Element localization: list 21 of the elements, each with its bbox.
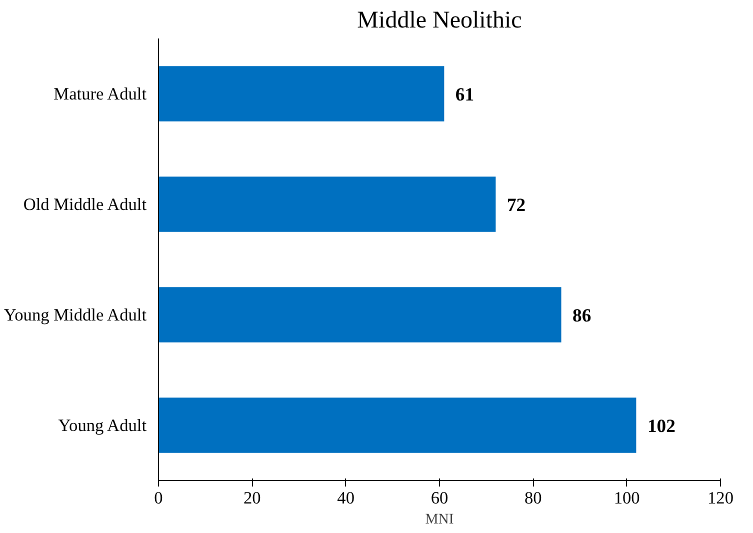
bar bbox=[158, 176, 496, 232]
x-tick-label: 120 bbox=[708, 488, 734, 508]
bar bbox=[158, 287, 562, 342]
x-tick-label: 20 bbox=[244, 488, 261, 508]
y-tick-label: Old Middle Adult bbox=[23, 194, 147, 214]
chart-title: Middle Neolithic bbox=[357, 8, 522, 34]
x-tick-label: 60 bbox=[430, 488, 448, 508]
y-tick-label: Mature Adult bbox=[54, 84, 147, 104]
x-tick-label: 40 bbox=[337, 488, 354, 508]
x-tick-label: 0 bbox=[154, 488, 163, 508]
data-label: 86 bbox=[572, 305, 592, 326]
data-label: 61 bbox=[455, 84, 474, 106]
x-tick-label: 100 bbox=[614, 488, 640, 508]
y-tick-label: Young Adult bbox=[58, 416, 147, 435]
data-label: 72 bbox=[506, 194, 526, 216]
y-tick-label: Young Middle Adult bbox=[4, 305, 147, 324]
bar bbox=[158, 398, 636, 453]
bar bbox=[158, 66, 444, 122]
data-label: 102 bbox=[647, 416, 676, 437]
x-axis-title: MNI bbox=[425, 512, 454, 528]
x-tick-label: 80 bbox=[524, 488, 542, 508]
